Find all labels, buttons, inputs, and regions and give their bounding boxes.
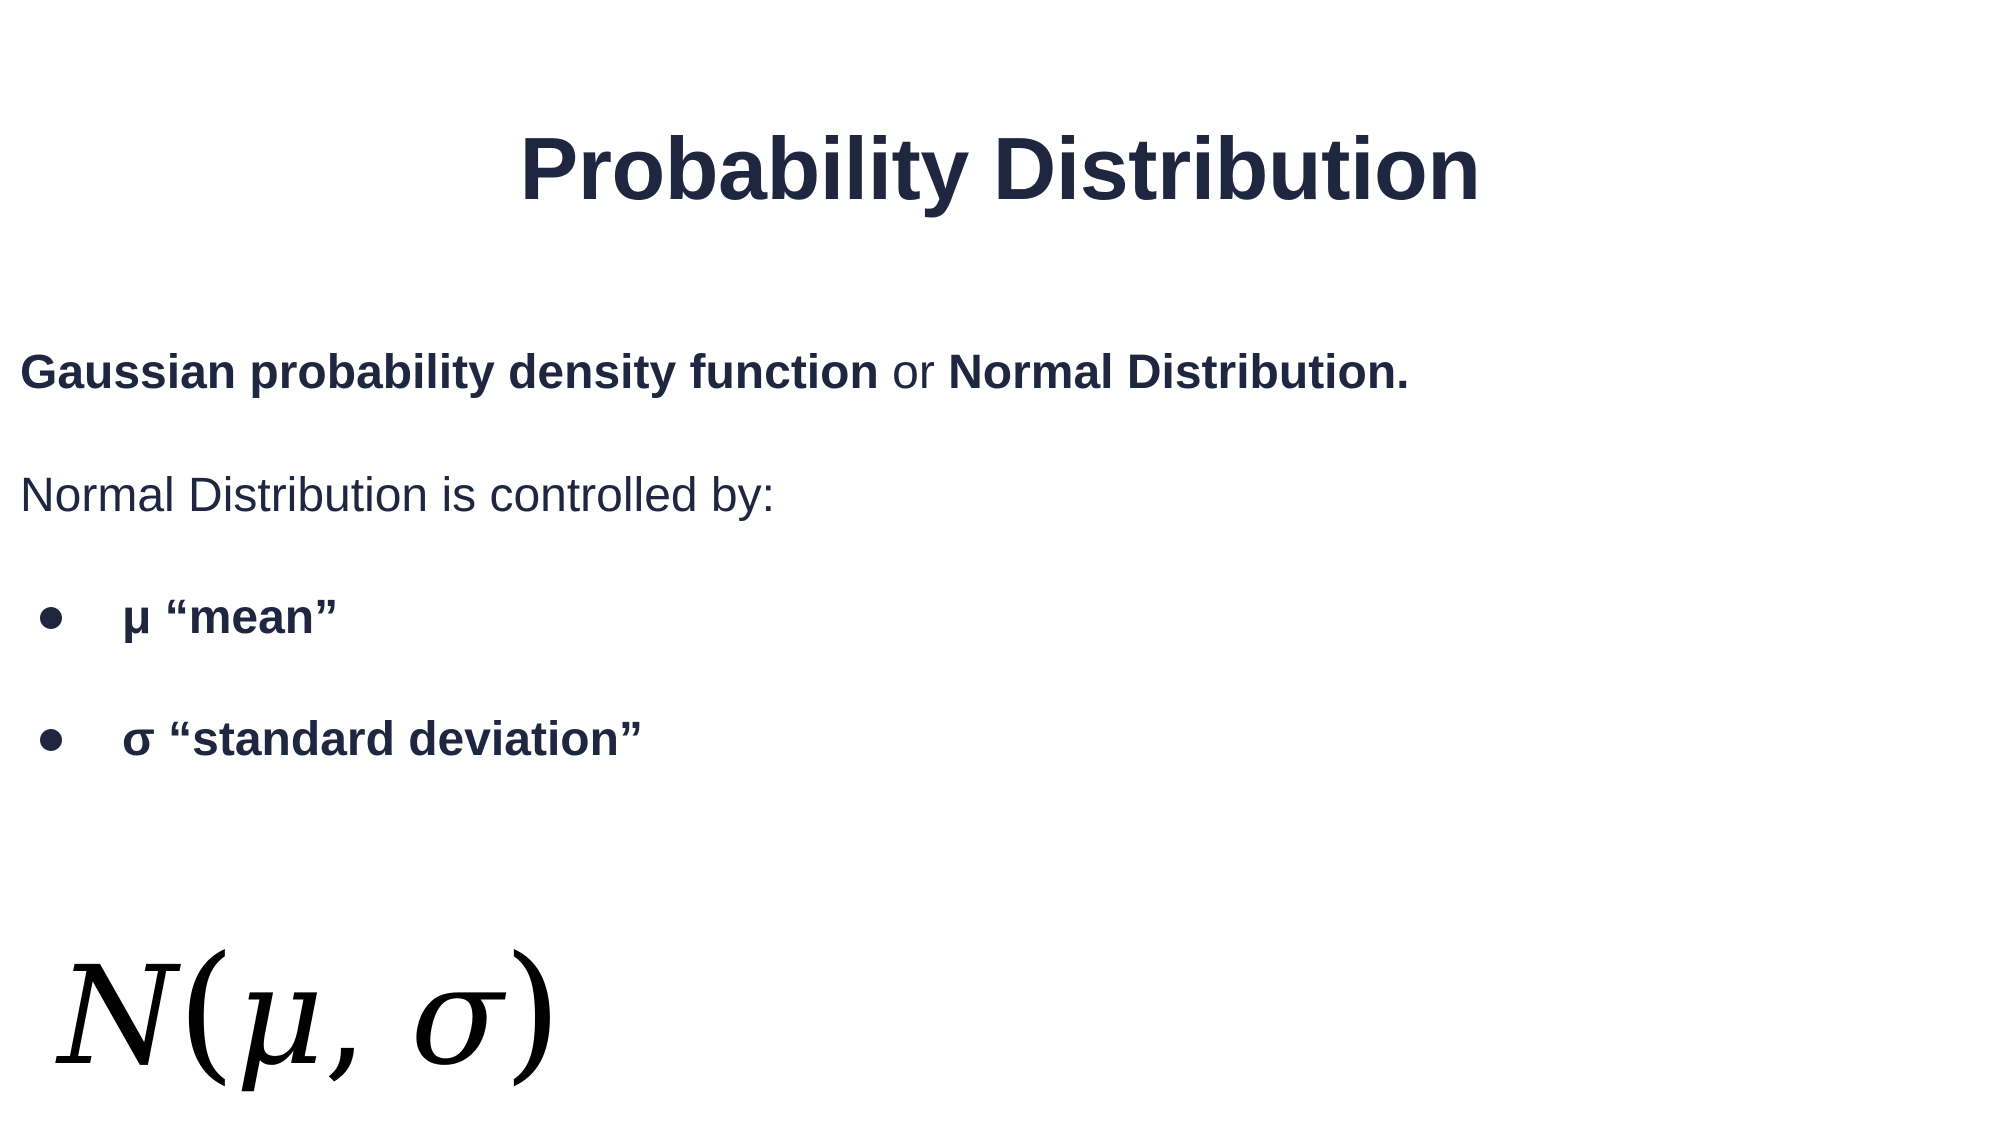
intro-line: Gaussian probability density function or…: [20, 344, 1409, 402]
intro-connector: or: [878, 346, 949, 399]
gaussian-pdf-term: Gaussian probability density function: [20, 346, 879, 399]
page-title: Probability Distribution: [519, 119, 1481, 218]
formula-sigma: σ: [410, 938, 504, 1096]
bullet-std-dev-text: σ “standard deviation”: [122, 713, 643, 766]
list-item: μ “mean”: [40, 589, 338, 647]
formula-name: N: [58, 938, 177, 1096]
normal-distribution-term: Normal Distribution.: [948, 346, 1410, 399]
controlled-by-text: Normal Distribution is controlled by:: [20, 469, 775, 522]
bullet-icon: [40, 728, 62, 751]
bullet-icon: [40, 606, 62, 629]
formula-close-paren: ): [503, 925, 562, 1099]
formula-comma: ,: [323, 938, 411, 1096]
formula-mu: μ: [235, 938, 324, 1096]
bullet-mean-text: μ “mean”: [122, 591, 339, 644]
list-item: σ “standard deviation”: [40, 711, 643, 769]
formula-open-paren: (: [177, 925, 236, 1099]
normal-distribution-formula: N(μ, σ): [58, 930, 562, 1095]
